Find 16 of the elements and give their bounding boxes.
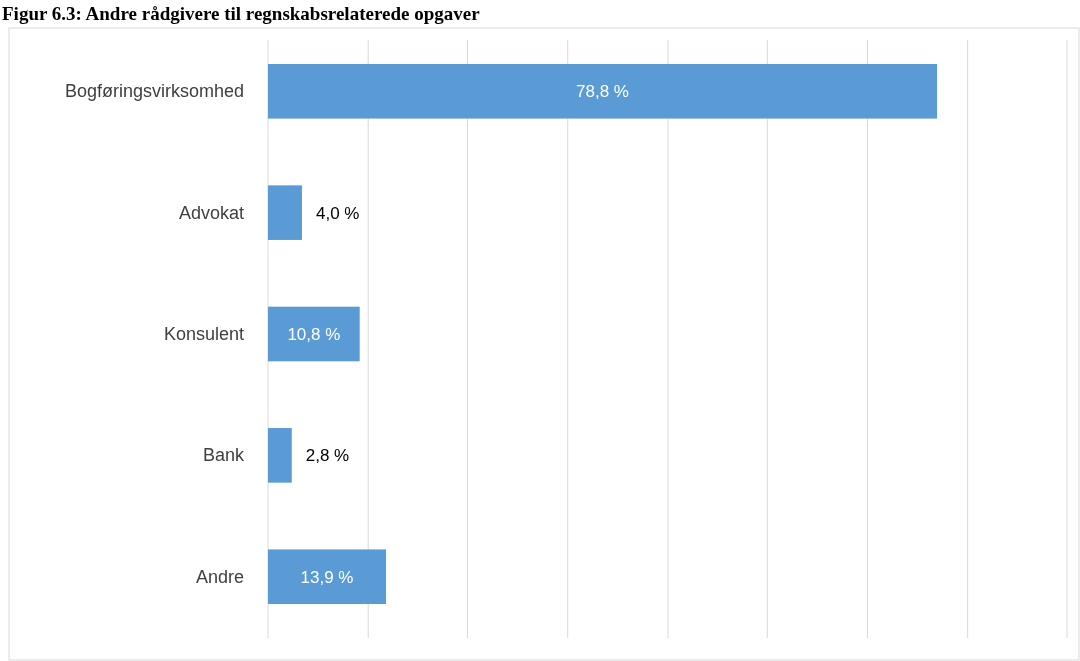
data-label: 13,9 % <box>300 567 354 587</box>
y-tick-label: Konsulent <box>163 324 244 344</box>
data-label: 10,8 % <box>287 325 341 344</box>
bar <box>268 306 360 362</box>
bar <box>268 428 292 483</box>
chart-title: Figur 6.3: Andre rådgivere til regnskabsrelaterede opgaver <box>2 3 481 24</box>
y-tick-label: Bank <box>202 445 245 466</box>
bar <box>268 63 938 119</box>
y-tick-label: Bogføringsvirksomhed <box>64 81 244 102</box>
bar <box>268 185 302 240</box>
bar <box>268 549 387 605</box>
data-label: 78,8 % <box>576 82 630 102</box>
y-tick-label: Andre <box>195 566 244 587</box>
data-label: 4,0 % <box>315 203 360 223</box>
data-label: 2,8 % <box>305 446 350 466</box>
y-tick-label: Advokat <box>178 202 244 223</box>
